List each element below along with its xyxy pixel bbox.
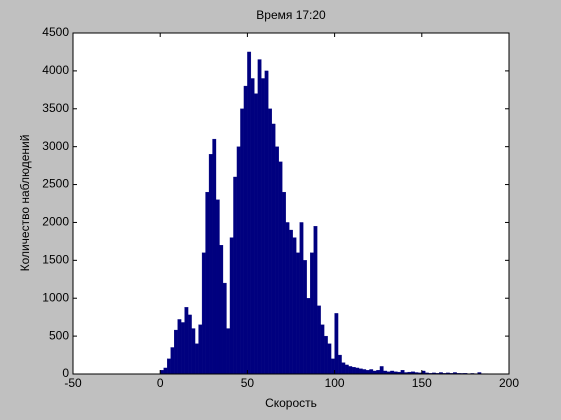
bar xyxy=(313,226,318,375)
bar xyxy=(222,282,227,375)
bar xyxy=(167,358,171,375)
bar xyxy=(369,369,374,375)
bar xyxy=(201,252,206,375)
bar xyxy=(320,324,325,375)
y-tick-label: 3500 xyxy=(42,101,69,115)
bar xyxy=(177,319,182,375)
chart-title: Время 17:20 xyxy=(256,8,326,22)
bar xyxy=(282,191,286,375)
y-tick-label: 0 xyxy=(62,366,69,380)
bar xyxy=(212,138,217,375)
y-tick-label: 500 xyxy=(49,328,69,342)
y-tick-label: 2500 xyxy=(42,177,69,191)
y-tick-label: 1000 xyxy=(42,290,69,304)
bar xyxy=(351,367,356,375)
bar xyxy=(348,366,353,375)
bar xyxy=(292,237,297,375)
bar xyxy=(334,313,339,375)
bar xyxy=(208,154,213,375)
bar xyxy=(337,354,342,375)
plot-frame xyxy=(72,32,510,375)
bar xyxy=(194,343,199,375)
bar xyxy=(257,59,262,375)
bar xyxy=(170,347,175,375)
y-tick-label: 4500 xyxy=(42,25,69,39)
bar xyxy=(254,93,259,375)
bar xyxy=(330,358,335,375)
bar xyxy=(236,146,241,375)
x-tick-label: 150 xyxy=(412,376,432,390)
bar xyxy=(323,335,328,375)
bar xyxy=(229,237,234,375)
bar xyxy=(306,298,311,375)
bar xyxy=(226,328,231,375)
y-tick-label: 4000 xyxy=(42,63,69,77)
x-tick-label: -50 xyxy=(64,376,82,390)
bar xyxy=(344,364,349,375)
bar xyxy=(187,314,192,375)
bar xyxy=(400,370,405,375)
bar xyxy=(355,367,360,375)
bar xyxy=(191,328,196,375)
bar xyxy=(163,367,168,375)
bar xyxy=(358,368,363,375)
bar xyxy=(362,369,367,375)
bar xyxy=(198,324,203,375)
bar xyxy=(268,108,272,375)
bar xyxy=(247,51,252,375)
bar xyxy=(271,123,276,375)
x-tick-label: 0 xyxy=(157,376,164,390)
bar xyxy=(219,245,224,375)
bar xyxy=(264,70,269,375)
bar xyxy=(317,305,321,375)
bar xyxy=(240,108,245,375)
bar xyxy=(299,222,304,375)
bar xyxy=(365,370,370,375)
bar xyxy=(250,78,255,375)
bar xyxy=(310,252,314,375)
bar xyxy=(215,199,220,375)
bar xyxy=(376,370,381,375)
bar xyxy=(275,146,279,375)
bar xyxy=(289,229,293,375)
bar xyxy=(160,370,164,375)
bar xyxy=(278,161,283,375)
x-tick-label: 100 xyxy=(325,376,345,390)
bar xyxy=(341,362,346,375)
y-tick-label: 3000 xyxy=(42,139,69,153)
bar xyxy=(174,329,178,375)
bar xyxy=(303,260,307,375)
bar xyxy=(296,252,300,375)
bar xyxy=(233,176,238,375)
bar xyxy=(180,322,185,375)
y-tick-label: 1500 xyxy=(42,253,69,267)
bar xyxy=(327,343,332,375)
bar xyxy=(379,366,384,375)
x-axis-label: Скорость xyxy=(265,396,317,410)
y-tick-label: 2000 xyxy=(42,215,69,229)
x-tick-label: 200 xyxy=(499,376,519,390)
bar xyxy=(243,85,248,375)
bar xyxy=(184,307,189,375)
bar xyxy=(261,78,265,375)
bar xyxy=(285,222,290,375)
y-axis-label: Количество наблюдений xyxy=(18,135,32,272)
bar xyxy=(205,191,210,375)
x-tick-label: 50 xyxy=(241,376,255,390)
